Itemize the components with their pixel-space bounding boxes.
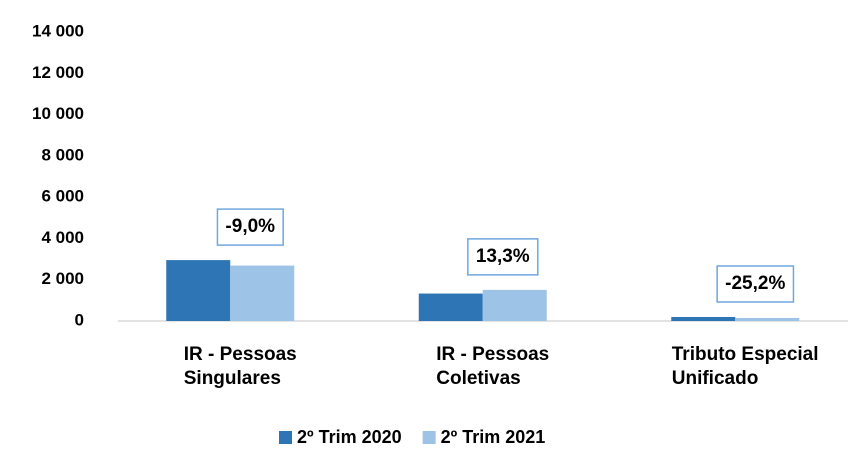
bar: [166, 260, 231, 321]
legend-swatch: [279, 431, 292, 444]
x-tick-label: IR - Pessoas Singulares: [183, 344, 297, 389]
bar: [735, 318, 800, 321]
y-tick-label: 12 000: [32, 63, 84, 82]
x-tick-label: Tributo Especial Unificado: [671, 344, 819, 389]
legend-swatch: [422, 431, 436, 444]
y-tick-label: 6 000: [41, 187, 84, 206]
y-tick-label: 14 000: [32, 21, 84, 40]
y-tick-label: 8 000: [41, 145, 84, 164]
bar: [482, 289, 547, 321]
legend-label: 2º Trim 2021: [441, 427, 546, 447]
y-tick-label: 0: [75, 310, 84, 329]
change-label: -9,0%: [225, 216, 275, 237]
bar: [418, 293, 483, 321]
change-label: -25,2%: [725, 273, 785, 294]
change-box: [467, 238, 539, 276]
y-tick-label: 10 000: [32, 104, 84, 123]
bar: [230, 265, 295, 321]
change-box: [216, 208, 284, 246]
x-tick-label: IR - Pessoas Coletivas: [436, 344, 550, 389]
y-tick-label: 4 000: [41, 228, 84, 247]
legend-label: 2º Trim 2020: [297, 427, 402, 447]
bar: [671, 316, 736, 321]
change-box: [716, 265, 795, 303]
change-label: 13,3%: [476, 246, 530, 267]
y-tick-label: 2 000: [41, 269, 84, 288]
